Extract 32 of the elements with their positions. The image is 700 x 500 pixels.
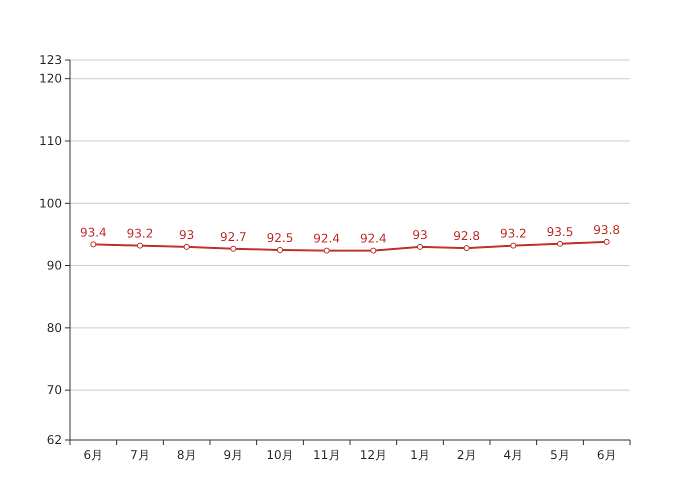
x-tick-label: 6月 [596,448,616,462]
y-tick-label: 90 [46,258,62,273]
x-tick-label: 2月 [456,448,476,462]
data-label: 92.7 [220,230,247,244]
x-tick-label: 1月 [410,448,430,462]
x-tick-label: 9月 [224,448,244,462]
x-tick-label: 8月 [176,448,196,462]
data-label: 93.2 [500,226,527,241]
y-tick-label: 110 [39,134,62,148]
x-tick-label: 4月 [504,448,524,462]
data-label: 93 [412,228,428,242]
data-label: 92.4 [313,232,340,246]
data-label: 93.2 [126,226,154,241]
y-tick-label: 123 [39,53,62,67]
data-label: 93.4 [80,225,107,240]
x-tick-label: 7月 [130,448,150,462]
x-tick-label: 10月 [266,448,294,462]
y-tick-label: 120 [39,72,62,86]
y-tick-label: 62 [46,433,62,447]
x-tick-label: 11月 [313,448,340,462]
y-tick-label: 70 [46,383,62,398]
data-label: 93.8 [593,222,620,237]
y-tick-label: 100 [39,196,62,210]
x-tick-label: 5月 [550,448,570,462]
data-label: 93 [179,228,194,242]
x-tick-label: 6月 [84,448,104,462]
data-label: 93.5 [546,224,574,239]
data-label: 92.4 [360,232,387,246]
y-tick-label: 80 [46,320,62,335]
data-label: 92.8 [453,229,480,244]
data-label: 92.5 [266,231,294,245]
x-tick-label: 12月 [360,448,387,462]
